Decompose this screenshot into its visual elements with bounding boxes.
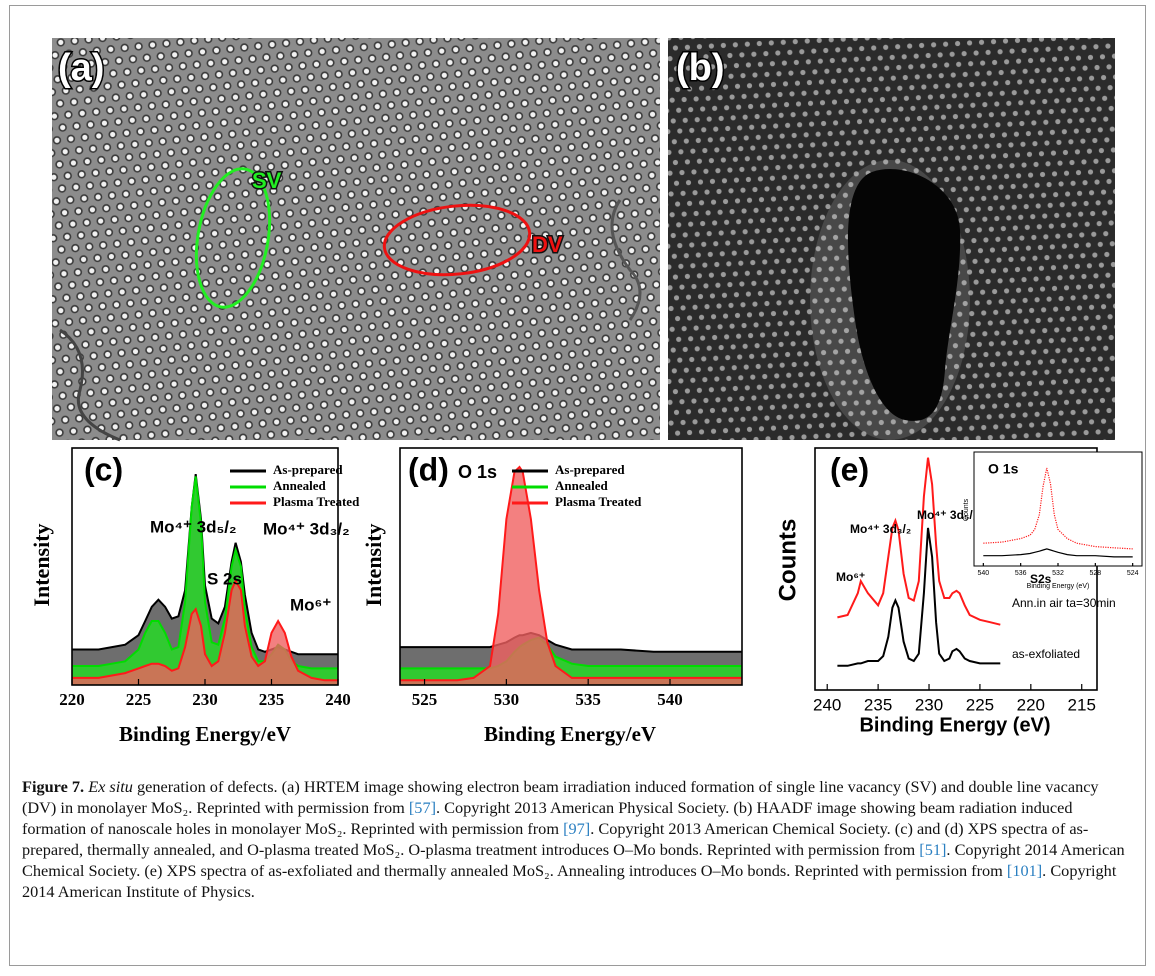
x-tick-label: 540 xyxy=(657,690,683,709)
x-tick-label: 532 xyxy=(1052,570,1064,577)
x-tick-label: 225 xyxy=(966,695,994,714)
x-tick-label: 230 xyxy=(915,695,943,714)
chart-panel: 240 235 230 225 220 215 Binding Energy (eV) Cou… xyxy=(774,447,1116,736)
caption-text: . Copyright 2014 American Institute of P… xyxy=(22,861,1117,901)
legend-label: As-prepared xyxy=(273,462,343,477)
caption-text: generation of defects. (a) HRTEM image s… xyxy=(22,777,1099,817)
x-tick-label: 220 xyxy=(1017,695,1045,714)
y-axis-label: Counts xyxy=(963,498,970,521)
caption: Figure 7. Ex situ generation of defects.… xyxy=(22,776,1134,902)
curve-label: as-exfoliated xyxy=(1012,647,1080,661)
sv-marker xyxy=(194,167,272,309)
series-line xyxy=(983,548,1133,558)
legend-label: As-prepared xyxy=(555,462,625,477)
defect-label: SV xyxy=(252,168,282,193)
hole xyxy=(848,169,961,421)
panel-label: (d) xyxy=(408,451,449,487)
hrtem-image xyxy=(52,38,660,440)
chart-title: O 1s xyxy=(458,462,497,482)
caption-text: . Copyright 2013 American Chemical Socie… xyxy=(22,819,1089,859)
image-edge xyxy=(610,199,642,321)
x-tick-label: 525 xyxy=(412,690,438,709)
peak-label: Mo⁴⁺ 3d₃/₂ xyxy=(263,519,350,538)
series-line xyxy=(837,457,1001,626)
x-axis-label: Binding Energy/eV xyxy=(119,722,291,746)
area-fill xyxy=(72,476,338,685)
x-tick-label: 524 xyxy=(1127,570,1139,577)
peak-label: Mo⁴⁺ 3d₅/₂ xyxy=(917,508,978,522)
caption-label: Figure 7. xyxy=(22,777,85,796)
x-axis-label: Binding Energy/eV xyxy=(484,722,656,746)
citation: [101] xyxy=(1006,861,1043,880)
caption-text: . Copyright 2014 American Chemical Socie… xyxy=(22,840,1125,880)
x-tick-label: 215 xyxy=(1068,695,1096,714)
peak-label: Mo⁴⁺ 3d₃/₂ xyxy=(850,522,911,536)
x-axis-label: Binding Energy (eV) xyxy=(859,714,1050,736)
chart-panel: 540 536 532 528 524 Binding Energy (eV) Counts… xyxy=(963,451,1143,590)
citation: [97] xyxy=(563,819,591,838)
x-tick-label: 220 xyxy=(59,690,85,709)
peak-label: Mo⁴⁺ 3d₅/₂ xyxy=(150,517,237,536)
panel-label: (a) xyxy=(58,47,104,89)
panel-a: (a) SV DV xyxy=(52,38,660,442)
x-tick-label: 235 xyxy=(864,695,892,714)
inset-background xyxy=(974,452,1142,566)
legend-label: Annealed xyxy=(555,478,609,493)
x-tick-label: 230 xyxy=(192,690,218,709)
x-axis-label: Binding Energy (eV) xyxy=(1027,583,1090,590)
citation: [57] xyxy=(408,798,437,817)
caption-body: generation of defects. (a) HRTEM image s… xyxy=(22,777,1125,901)
caption-text: . Copyright 2013 American Physical Socie… xyxy=(22,798,1073,838)
panel-label: (e) xyxy=(830,451,869,487)
x-tick-label: 536 xyxy=(1015,570,1027,577)
series-line xyxy=(400,465,742,682)
y-axis-label: Counts xyxy=(774,519,801,602)
x-tick-label: 540 xyxy=(977,570,989,577)
series-line xyxy=(837,527,1001,667)
axes-frame xyxy=(399,447,743,686)
legend-label: Annealed xyxy=(273,478,327,493)
area-fill xyxy=(72,580,338,685)
figure-border xyxy=(9,5,1146,966)
x-tick-label: 528 xyxy=(1089,570,1101,577)
x-tick-label: 535 xyxy=(575,690,601,709)
charts: 220 225 230 235 240 Binding Energy/eV Intensit… xyxy=(29,447,1143,746)
panel-label: (b) xyxy=(676,47,725,89)
x-tick-label: 225 xyxy=(126,690,152,709)
legend-label: Plasma Treated xyxy=(273,494,360,509)
defect-label: DV xyxy=(532,232,563,257)
image-edge xyxy=(59,328,121,442)
peak-label: Mo⁶⁺ xyxy=(836,570,865,584)
x-tick-label: 530 xyxy=(494,690,520,709)
dv-marker xyxy=(382,203,532,277)
curve-label: Ann.in air ta=30min xyxy=(1012,596,1116,610)
y-axis-label: Intensity xyxy=(361,523,386,606)
panel-b: (b) xyxy=(668,38,1115,440)
peak-label: S2s xyxy=(1030,572,1052,586)
x-tick-label: 235 xyxy=(259,690,285,709)
citation: [51] xyxy=(919,840,947,859)
chart-panel: 220 225 230 235 240 Binding Energy/eV Intensit… xyxy=(29,447,360,746)
axes-frame xyxy=(814,447,1098,691)
series-line xyxy=(72,578,338,682)
x-tick-label: 240 xyxy=(813,695,841,714)
x-tick-label: 240 xyxy=(325,690,351,709)
peak-label: S 2s xyxy=(207,569,242,588)
y-axis-label: Intensity xyxy=(29,523,54,606)
chart-title: O 1s xyxy=(988,461,1019,477)
caption-emphasis: Ex situ xyxy=(88,777,133,796)
peak-label: Mo⁶⁺ xyxy=(290,595,331,614)
panel-label: (c) xyxy=(84,451,123,487)
legend-label: Plasma Treated xyxy=(555,494,642,509)
